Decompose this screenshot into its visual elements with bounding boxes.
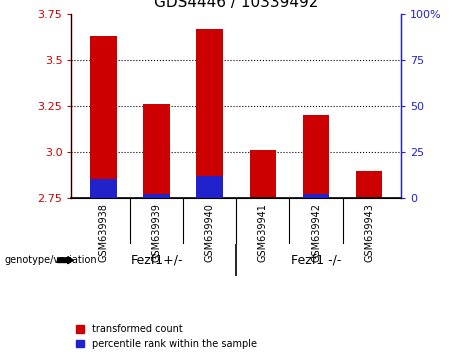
Text: GSM639942: GSM639942: [311, 203, 321, 262]
Bar: [90, 36, 117, 198]
Text: genotype/variation: genotype/variation: [5, 255, 97, 265]
Bar: [303, 115, 329, 198]
Bar: [356, 171, 383, 198]
Bar: [303, 194, 329, 198]
Title: GDS4446 / 10339492: GDS4446 / 10339492: [154, 0, 319, 10]
Text: Fezf1+/-: Fezf1+/-: [130, 254, 183, 267]
Bar: [143, 194, 170, 198]
Text: GSM639941: GSM639941: [258, 203, 268, 262]
Bar: [143, 104, 170, 198]
Bar: [249, 150, 276, 198]
Text: GSM639938: GSM639938: [98, 203, 108, 262]
Legend: transformed count, percentile rank within the sample: transformed count, percentile rank withi…: [77, 324, 257, 349]
Text: Fezf1 -/-: Fezf1 -/-: [291, 254, 341, 267]
Text: GSM639943: GSM639943: [364, 203, 374, 262]
Text: GSM639939: GSM639939: [152, 203, 161, 262]
Text: GSM639940: GSM639940: [205, 203, 215, 262]
Bar: [196, 176, 223, 198]
Bar: [90, 179, 117, 198]
Bar: [196, 29, 223, 198]
